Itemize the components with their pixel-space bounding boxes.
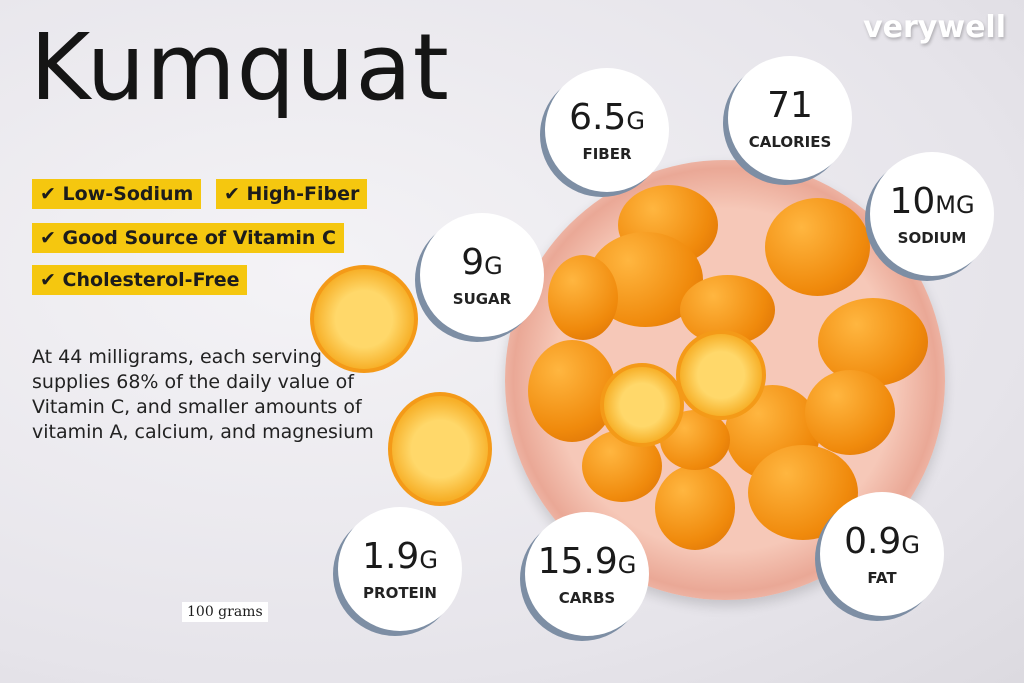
nutrient-label: SODIUM xyxy=(897,229,967,247)
description: At 44 milligrams, each serving supplies … xyxy=(32,346,374,443)
kumquat xyxy=(655,465,735,550)
nutrient-unit: G xyxy=(419,546,438,574)
nutrient-calories: 71 CALORIES xyxy=(728,56,852,180)
check-icon: ✔ xyxy=(40,227,56,249)
kumquat-half xyxy=(600,363,684,447)
kumquat-half xyxy=(388,392,492,506)
nutrient-label: SUGAR xyxy=(452,290,512,308)
nutrient-label: CALORIES xyxy=(748,133,832,151)
nutrient-value: 6.5 xyxy=(569,97,627,138)
nutrient-fat: 0.9G FAT xyxy=(820,492,944,616)
nutrient-value: 10 xyxy=(889,181,936,222)
tag-label: High-Fiber xyxy=(246,183,360,205)
tag-vitamin-c: ✔ Good Source of Vitamin C xyxy=(32,223,344,253)
kumquat-half xyxy=(676,330,766,420)
kumquat-half xyxy=(310,265,418,373)
tag-label: Good Source of Vitamin C xyxy=(62,227,336,249)
check-icon: ✔ xyxy=(40,183,56,205)
nutrient-carbs: 15.9G CARBS xyxy=(525,512,649,636)
brand-logo: verywell xyxy=(863,10,1006,45)
kumquat xyxy=(765,198,870,296)
nutrient-unit: G xyxy=(617,551,637,579)
tag-low-sodium: ✔ Low-Sodium xyxy=(32,179,202,209)
nutrient-label: FIBER xyxy=(582,145,632,163)
page-title: Kumquat xyxy=(30,14,450,121)
nutrient-label: FAT xyxy=(867,569,897,587)
nutrient-label: PROTEIN xyxy=(363,584,437,602)
nutrient-fiber: 6.5G FIBER xyxy=(545,68,669,192)
kumquat xyxy=(805,370,895,455)
tag-cholesterol-free: ✔ Cholesterol-Free xyxy=(32,265,248,295)
nutrient-protein: 1.9G PROTEIN xyxy=(338,507,462,631)
check-icon: ✔ xyxy=(224,183,240,205)
nutrient-sugar: 9G SUGAR xyxy=(420,213,544,337)
nutrient-label: CARBS xyxy=(558,589,616,607)
nutrient-value: 0.9 xyxy=(844,521,902,562)
nutrient-value: 1.9 xyxy=(362,536,420,577)
nutrient-unit: G xyxy=(901,531,920,559)
tag-label: Cholesterol-Free xyxy=(62,269,240,291)
nutrient-value: 15.9 xyxy=(537,541,618,582)
nutrient-unit: G xyxy=(484,252,503,280)
check-icon: ✔ xyxy=(40,269,56,291)
nutrient-unit: MG xyxy=(935,191,975,219)
kumquat xyxy=(548,255,618,340)
tag-label: Low-Sodium xyxy=(62,183,194,205)
nutrient-value: 71 xyxy=(767,85,813,126)
nutrient-sodium: 10MG SODIUM xyxy=(870,152,994,276)
nutrient-value: 9 xyxy=(461,242,485,283)
nutrient-unit: G xyxy=(626,107,645,135)
tag-high-fiber: ✔ High-Fiber xyxy=(216,179,368,209)
serving-size: 100 grams xyxy=(182,602,268,622)
